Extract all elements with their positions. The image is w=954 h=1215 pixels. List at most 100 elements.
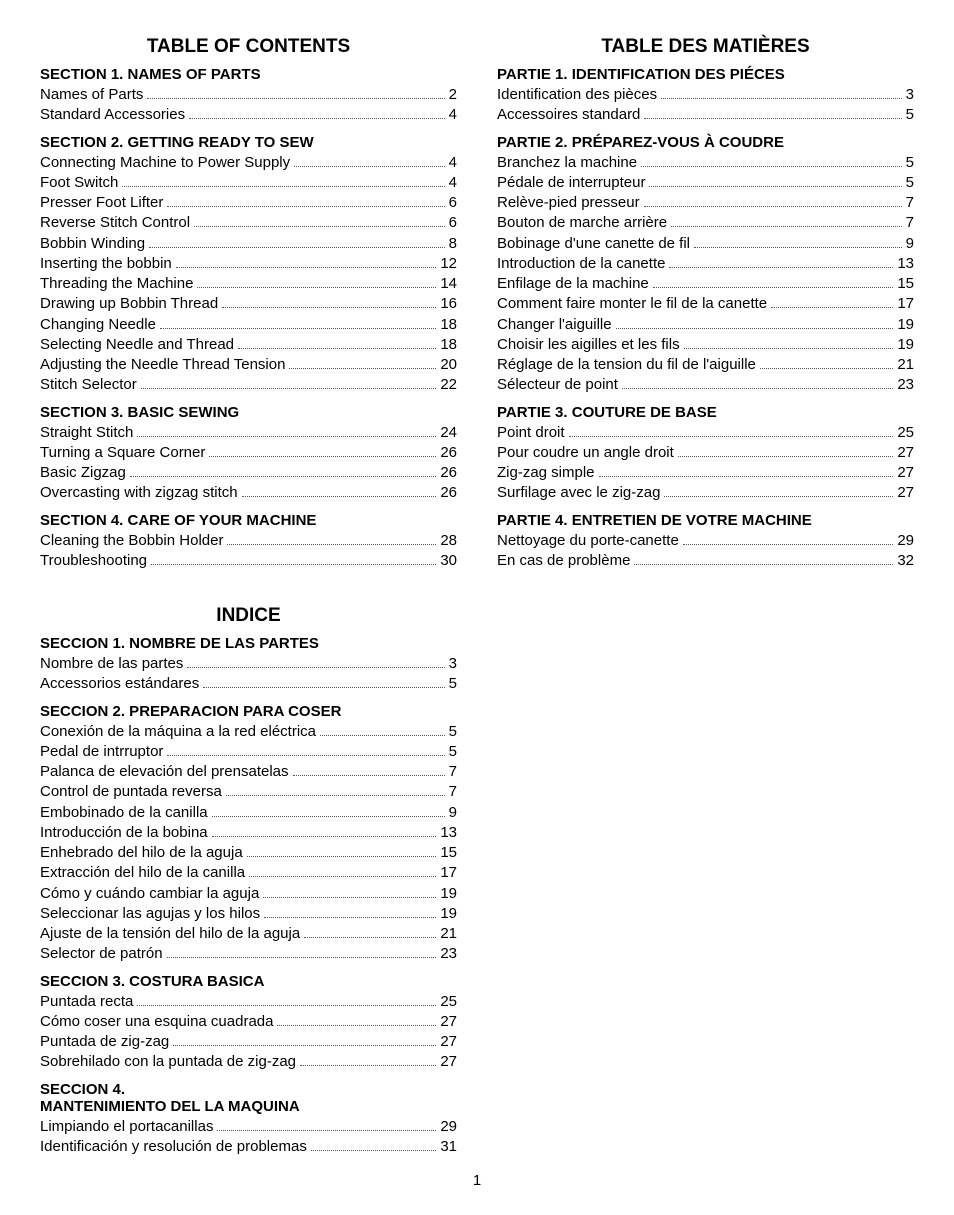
toc-entry-page: 22 bbox=[440, 375, 457, 395]
toc-entry-page: 2 bbox=[449, 85, 457, 105]
toc-entry-label: Puntada de zig-zag bbox=[40, 1032, 169, 1052]
toc-entry: Reverse Stitch Control6 bbox=[40, 213, 457, 233]
toc-entry-label: Straight Stitch bbox=[40, 423, 133, 443]
toc-leader-dots bbox=[294, 166, 445, 167]
toc-title-fr: TABLE DES MATIÈRES bbox=[497, 36, 914, 58]
toc-leader-dots bbox=[187, 667, 444, 668]
toc-entry-page: 12 bbox=[440, 254, 457, 274]
toc-entry: Introduction de la canette13 bbox=[497, 254, 914, 274]
toc-entry-label: Pour coudre un angle droit bbox=[497, 443, 674, 463]
toc-entry: Palanca de elevación del prensatelas 7 bbox=[40, 762, 457, 782]
toc-entry-label: Puntada recta bbox=[40, 992, 133, 1012]
toc-leader-dots bbox=[671, 226, 902, 227]
toc-entry-label: Basic Zigzag bbox=[40, 463, 126, 483]
toc-entry: Control de puntada reversa 7 bbox=[40, 782, 457, 802]
toc-entry-page: 19 bbox=[440, 884, 457, 904]
toc-entry-label: Inserting the bobbin bbox=[40, 254, 172, 274]
toc-entry-label: Troubleshooting bbox=[40, 551, 147, 571]
toc-leader-dots bbox=[320, 735, 445, 736]
toc-entry: Choisir les aigilles et les fils19 bbox=[497, 335, 914, 355]
toc-entry-label: Point droit bbox=[497, 423, 565, 443]
toc-entry-label: Bouton de marche arrière bbox=[497, 213, 667, 233]
toc-entry-page: 26 bbox=[440, 443, 457, 463]
toc-leader-dots bbox=[644, 206, 902, 207]
toc-leader-dots bbox=[694, 247, 902, 248]
toc-entry-page: 13 bbox=[897, 254, 914, 274]
toc-entry: Ajuste de la tensión del hilo de la aguj… bbox=[40, 924, 457, 944]
toc-title-es: INDICE bbox=[40, 605, 457, 627]
toc-entry-page: 6 bbox=[449, 213, 457, 233]
toc-entry-page: 13 bbox=[440, 823, 457, 843]
toc-entry-page: 27 bbox=[440, 1012, 457, 1032]
toc-entry-page: 9 bbox=[906, 234, 914, 254]
toc-entry: Identification des pièces3 bbox=[497, 85, 914, 105]
toc-entry-label: Cómo y cuándo cambiar la aguja bbox=[40, 884, 259, 904]
toc-entry: Names of Parts 2 bbox=[40, 85, 457, 105]
toc-entry-page: 23 bbox=[440, 944, 457, 964]
toc-entry: Selector de patrón 23 bbox=[40, 944, 457, 964]
toc-leader-dots bbox=[122, 186, 444, 187]
toc-entry-label: Palanca de elevación del prensatelas bbox=[40, 762, 289, 782]
toc-entry-page: 4 bbox=[449, 153, 457, 173]
toc-entry-page: 20 bbox=[440, 355, 457, 375]
toc-entry-page: 19 bbox=[897, 335, 914, 355]
section-heading: SECTION 1. NAMES OF PARTS bbox=[40, 66, 457, 83]
toc-leader-dots bbox=[247, 856, 437, 857]
toc-entry: Seleccionar las agujas y los hilos19 bbox=[40, 904, 457, 924]
toc-leader-dots bbox=[771, 307, 893, 308]
toc-entry-page: 25 bbox=[897, 423, 914, 443]
toc-entry-label: Identification des pièces bbox=[497, 85, 657, 105]
section-heading: SECCION 2. PREPARACION PARA COSER bbox=[40, 703, 457, 720]
toc-leader-dots bbox=[669, 267, 893, 268]
toc-entry-page: 17 bbox=[440, 863, 457, 883]
toc-entry: Changing Needle18 bbox=[40, 315, 457, 335]
toc-entry: Branchez la machine5 bbox=[497, 153, 914, 173]
toc-entry-page: 23 bbox=[897, 375, 914, 395]
toc-entry-label: Connecting Machine to Power Supply bbox=[40, 153, 290, 173]
toc-entry-label: Ajuste de la tensión del hilo de la aguj… bbox=[40, 924, 300, 944]
toc-entry-label: Extracción del hilo de la canilla bbox=[40, 863, 245, 883]
toc-entry-label: Cleaning the Bobbin Holder bbox=[40, 531, 223, 551]
toc-entry-page: 5 bbox=[906, 173, 914, 193]
left-column: TABLE OF CONTENTS SECTION 1. NAMES OF PA… bbox=[40, 36, 457, 1157]
toc-entry: Puntada de zig-zag27 bbox=[40, 1032, 457, 1052]
toc-leader-dots bbox=[678, 456, 894, 457]
toc-leader-dots bbox=[217, 1130, 436, 1131]
toc-entry-page: 26 bbox=[440, 483, 457, 503]
toc-entry: Extracción del hilo de la canilla 17 bbox=[40, 863, 457, 883]
section-heading: PARTIE 4. ENTRETIEN DE VOTRE MACHINE bbox=[497, 512, 914, 529]
toc-entry-label: Names of Parts bbox=[40, 85, 143, 105]
toc-entry-page: 7 bbox=[449, 782, 457, 802]
toc-entry-label: Foot Switch bbox=[40, 173, 118, 193]
toc-leader-dots bbox=[683, 544, 894, 545]
toc-entry-page: 3 bbox=[449, 654, 457, 674]
toc-title-en: TABLE OF CONTENTS bbox=[40, 36, 457, 58]
toc-entry: Accessoires standard5 bbox=[497, 105, 914, 125]
toc-leader-dots bbox=[599, 476, 894, 477]
toc-entry-label: Nombre de las partes bbox=[40, 654, 183, 674]
toc-leader-dots bbox=[661, 98, 902, 99]
section-heading: PARTIE 2. PRÉPAREZ-VOUS À COUDRE bbox=[497, 134, 914, 151]
toc-entry-label: Changer l'aiguille bbox=[497, 315, 612, 335]
toc-entry-page: 15 bbox=[440, 843, 457, 863]
toc-entry-label: Control de puntada reversa bbox=[40, 782, 222, 802]
toc-entry-page: 5 bbox=[449, 722, 457, 742]
toc-entry-label: Bobbin Winding bbox=[40, 234, 145, 254]
toc-entry-page: 27 bbox=[440, 1052, 457, 1072]
toc-entry-label: Embobinado de la canilla bbox=[40, 803, 208, 823]
toc-leader-dots bbox=[222, 307, 436, 308]
toc-entry: Turning a Square Corner26 bbox=[40, 443, 457, 463]
toc-leader-dots bbox=[622, 388, 893, 389]
toc-leader-dots bbox=[684, 348, 894, 349]
toc-leader-dots bbox=[151, 564, 436, 565]
toc-entry-page: 7 bbox=[449, 762, 457, 782]
toc-entry-label: Selecting Needle and Thread bbox=[40, 335, 234, 355]
toc-leader-dots bbox=[137, 436, 436, 437]
toc-entry-page: 4 bbox=[449, 173, 457, 193]
toc-entry-label: Selector de patrón bbox=[40, 944, 163, 964]
toc-entry-page: 29 bbox=[897, 531, 914, 551]
toc-leader-dots bbox=[300, 1065, 436, 1066]
toc-entry: Limpiando el portacanillas29 bbox=[40, 1117, 457, 1137]
toc-entry-label: Adjusting the Needle Thread Tension bbox=[40, 355, 285, 375]
toc-entry: Connecting Machine to Power Supply 4 bbox=[40, 153, 457, 173]
